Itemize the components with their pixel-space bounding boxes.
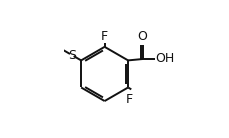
- Text: OH: OH: [155, 52, 174, 66]
- Text: F: F: [101, 30, 108, 43]
- Text: F: F: [125, 93, 133, 106]
- Text: O: O: [137, 30, 147, 43]
- Text: S: S: [68, 49, 76, 62]
